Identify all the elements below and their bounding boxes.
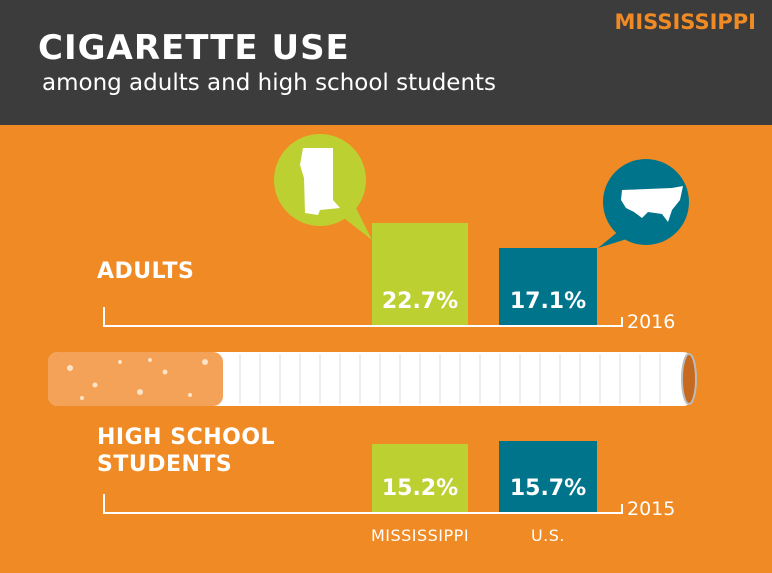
bar (372, 443, 468, 512)
axis-line (103, 325, 623, 327)
value-label: 17.1% (509, 289, 587, 314)
value-label: 15.7% (509, 476, 587, 501)
axis-line (103, 512, 623, 514)
period-label: 2016 (627, 311, 676, 333)
axis-tick (621, 504, 623, 514)
chart-title: CIGARETTE USE (38, 28, 350, 68)
value-label: 15.2% (381, 476, 459, 501)
category-label: MISSISSIPPI (370, 526, 470, 545)
axis-tick (103, 494, 105, 513)
group-label: ADULTS (97, 259, 195, 284)
period-label: 2015 (627, 498, 676, 520)
chart-subtitle: among adults and high school students (42, 70, 497, 96)
bar (372, 222, 468, 325)
axis-tick (621, 317, 623, 327)
axis-tick (103, 307, 105, 326)
bar (499, 248, 597, 325)
group-label: HIGH SCHOOL STUDENTS (97, 425, 276, 477)
bar (499, 441, 597, 512)
category-label: U.S. (530, 526, 566, 545)
state-label: MISSISSIPPI (614, 10, 756, 34)
value-label: 22.7% (381, 289, 459, 314)
header (0, 0, 772, 125)
